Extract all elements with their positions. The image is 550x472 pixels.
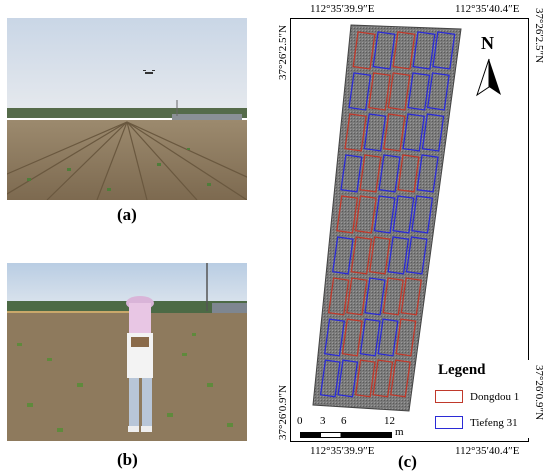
plot-dongdou [341,318,363,357]
legend-title: Legend [438,362,486,378]
plot-tiefeng [340,154,363,193]
plot-dongdou [382,277,404,316]
plot-tiefeng [421,113,445,152]
plot-dongdou [390,359,411,398]
plot-dongdou [387,72,411,111]
plot-tiefeng [373,195,396,234]
legend-swatch-red [435,390,463,403]
plot-dongdou [352,31,376,70]
scale-tick-6: 6 [341,415,347,427]
coord-left-top: 37°26′2.5″N [277,24,289,80]
plot-dongdou [354,359,376,398]
north-label: N [481,33,494,53]
plot-dongdou [336,195,359,234]
plot-dongdou [368,72,391,111]
plot-dongdou [327,277,350,316]
plot-dongdou [344,113,367,152]
plot-tiefeng [372,31,396,70]
plot-dongdou [350,236,373,275]
scale-bar [300,424,400,438]
north-arrow-icon [476,58,501,97]
plot-tiefeng [319,359,341,398]
plot-tiefeng [348,72,372,111]
plot-tiefeng [387,236,410,275]
plot-tiefeng [337,359,359,398]
caption-a: (a) [117,205,137,224]
plot-tiefeng [432,31,456,70]
plot-dongdou [354,195,377,234]
plot-dongdou [359,154,382,193]
plot-dongdou [392,31,416,70]
plot-dongdou [368,236,391,275]
scale-tick-12: 12 [384,415,395,427]
scale-tick-0: 0 [297,415,303,427]
plot-dongdou [372,359,394,398]
photo-a-field-drone [7,18,247,200]
plot-dongdou [395,318,417,357]
caption-c: (c) [398,452,417,471]
plot-tiefeng [412,31,436,70]
field-area [312,24,462,412]
plot-tiefeng [411,195,434,234]
plot-tiefeng [378,154,401,193]
plot-tiefeng [323,318,346,357]
coord-bottom-right: 112°35′40.4″E [455,445,520,457]
plot-dongdou [400,277,422,316]
coord-top-left: 112°35′39.9″E [310,3,375,15]
coord-right-top: 37°26′2.5″N [533,8,545,64]
plot-tiefeng [402,113,425,152]
plot-layout-map: N [290,18,529,442]
coord-right-bottom: 37°26′0.9″N [533,365,545,421]
photo-b-field-person [7,263,247,441]
plot-dongdou [346,277,368,316]
plot-tiefeng [332,236,354,275]
scale-tick-3: 3 [320,415,326,427]
coord-top-right: 112°35′40.4″E [455,3,520,15]
plot-tiefeng [416,154,439,193]
plot-tiefeng [407,72,431,111]
caption-b: (b) [117,450,138,469]
coord-left-bottom: 37°26′0.9″N [277,384,289,440]
plot-tiefeng [363,113,387,152]
plot-tiefeng [377,318,399,357]
legend-swatch-blue [435,416,463,429]
legend-item-dongdou: Dongdou 1 [435,390,519,403]
plot-tiefeng [364,277,386,316]
plot-dongdou [383,113,406,152]
legend-label-dongdou: Dongdou 1 [470,390,520,403]
plot-tiefeng [405,236,428,275]
plot-tiefeng [392,195,415,234]
plot-tiefeng [359,318,381,357]
legend-item-tiefeng: Tiefeng 31 [435,416,518,429]
plot-tiefeng [426,72,450,111]
scale-unit: m [395,426,404,438]
coord-bottom-left: 112°35′39.9″E [310,445,375,457]
legend-label-tiefeng: Tiefeng 31 [470,416,518,429]
plot-dongdou [397,154,420,193]
legend: Legend Dongdou 1 Tiefeng 31 [425,360,529,438]
